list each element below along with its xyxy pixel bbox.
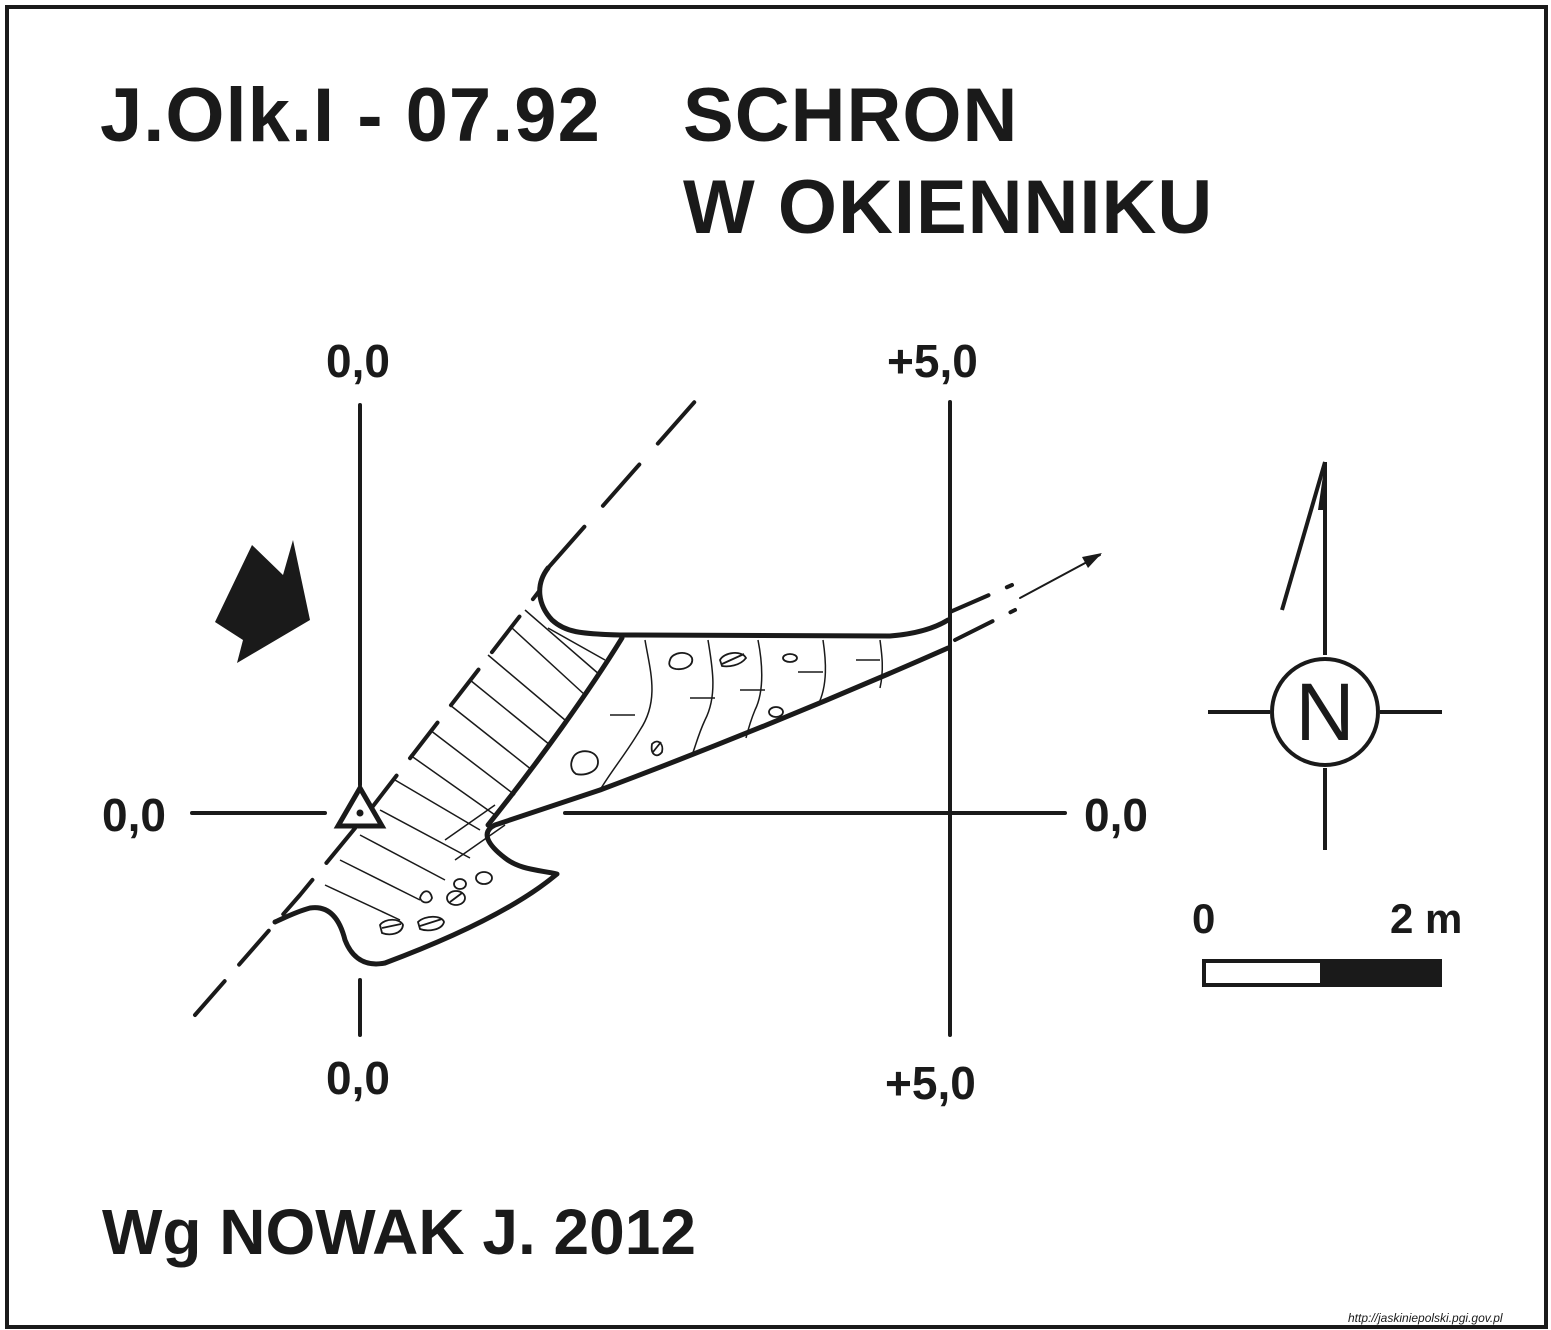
author-credit: Wg NOWAK J. 2012 [102, 1196, 696, 1268]
dripline-dashed-right [948, 583, 1014, 614]
grid-label-bottom-left: 0,0 [326, 1052, 390, 1104]
survey-station-dot [356, 809, 364, 817]
grid-label-top-right: +5,0 [887, 335, 978, 387]
survey-station-icon [333, 783, 387, 829]
dripline-dashed-right2 [953, 608, 1017, 642]
compass-north-label: N [1295, 667, 1355, 758]
passage-arrow-head [1082, 553, 1102, 568]
source-url: http://jaskiniepolski.pgi.gov.pl [1348, 1311, 1503, 1325]
scale-end-label: 2 m [1390, 895, 1463, 942]
grid-label-right: 0,0 [1084, 789, 1148, 841]
cave-id: J.Olk.I - 07.92 [100, 73, 601, 158]
grid-label-left: 0,0 [102, 789, 166, 841]
scale-bar [1202, 959, 1442, 987]
cave-wall-upper [537, 565, 951, 639]
north-arrow-icon [1208, 461, 1442, 850]
grid-label-top-left: 0,0 [326, 335, 390, 387]
scale-start-label: 0 [1192, 895, 1216, 942]
grid-label-bottom-right: +5,0 [885, 1057, 976, 1109]
cave-wall-inner [485, 635, 625, 828]
cave-name-line1: SCHRON [683, 73, 1019, 158]
slope-hatching [324, 609, 606, 921]
entrance-arrow-icon [215, 540, 310, 663]
cave-name-line2: W OKIENNIKU [683, 165, 1214, 250]
rock-blocks [379, 652, 798, 936]
map-frame [5, 5, 1548, 1329]
floor-profile-lines [599, 639, 884, 791]
cave-wall-lower [272, 645, 951, 967]
dripline-dashed-top [546, 396, 700, 570]
